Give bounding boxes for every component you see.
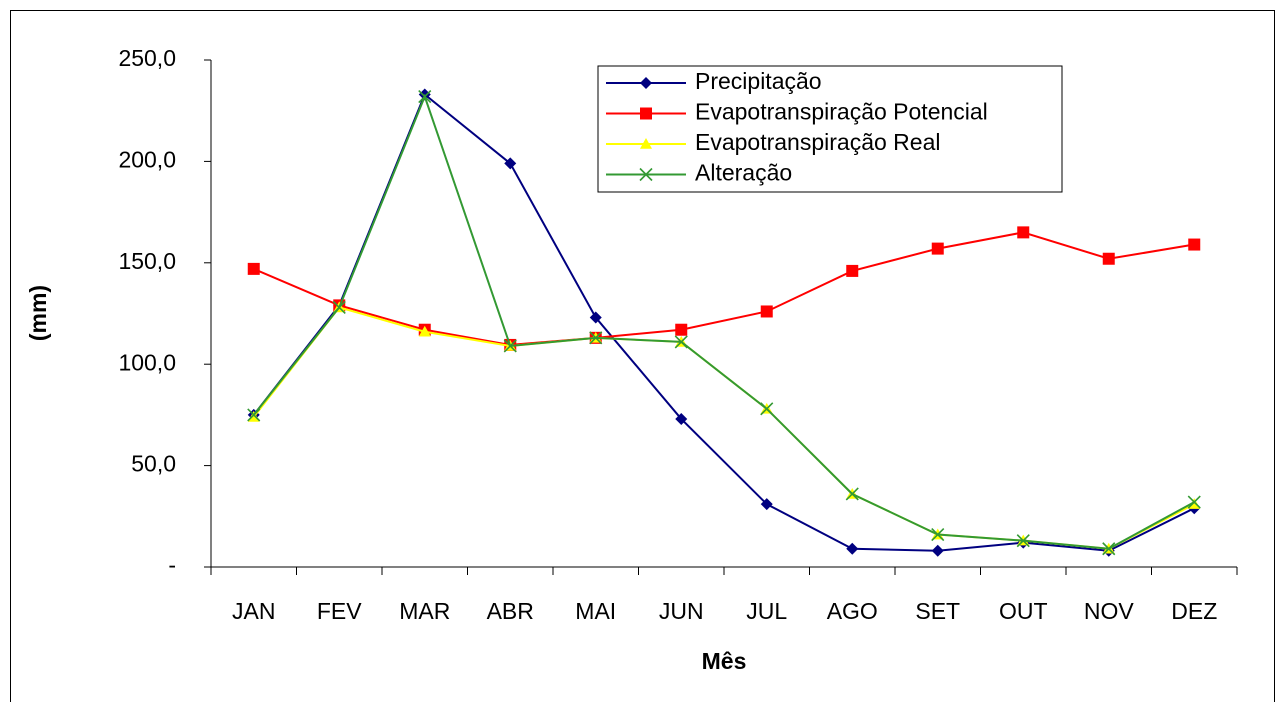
marker: [931, 527, 945, 542]
marker: [1017, 226, 1030, 239]
x-axis-title: Mês: [702, 648, 747, 674]
marker: [1102, 542, 1116, 556]
marker: [845, 487, 859, 501]
marker: [418, 325, 431, 337]
chart-frame: [10, 10, 1275, 702]
marker: [504, 157, 517, 170]
marker: [760, 305, 773, 318]
legend-label: Precipitação: [695, 68, 822, 94]
marker: [760, 498, 773, 511]
marker: [674, 335, 688, 349]
marker: [589, 331, 603, 345]
x-tick-label: JAN: [232, 598, 275, 624]
marker: [503, 339, 517, 353]
y-tick-label: 150,0: [118, 248, 176, 274]
y-axis-title: (mm): [25, 285, 51, 341]
series-line: [252, 306, 1195, 550]
marker: [1187, 495, 1201, 509]
marker: [589, 311, 602, 324]
y-tick-label: -: [168, 552, 176, 578]
series-line: [252, 93, 1195, 550]
x-tick-label: ABR: [487, 598, 534, 624]
x-tick-label: OUT: [999, 598, 1048, 624]
legend: Precipitação Evapotranspiração Potencial E…: [597, 65, 1063, 193]
y-tick-label: 50,0: [131, 451, 176, 477]
x-tick-label: MAR: [399, 598, 450, 624]
legend-label: Alteração: [695, 160, 792, 186]
marker: [247, 408, 261, 422]
marker: [639, 167, 653, 182]
marker: [247, 262, 260, 275]
marker: [846, 542, 859, 555]
marker: [640, 138, 652, 149]
legend-label: Evapotranspiração Real: [695, 129, 940, 155]
series-line: [253, 231, 1195, 346]
marker: [1016, 534, 1030, 548]
y-tick-label: 200,0: [118, 146, 176, 172]
marker: [846, 264, 859, 277]
x-tick-label: AGO: [827, 598, 878, 624]
x-tick-label: SET: [915, 598, 960, 624]
marker: [675, 323, 688, 336]
x-tick-label: JUL: [746, 598, 787, 624]
marker: [332, 300, 346, 314]
marker: [760, 402, 774, 416]
marker: [675, 412, 688, 425]
legend-label: Evapotranspiração Potencial: [695, 99, 988, 125]
y-tick-label: 250,0: [118, 45, 176, 71]
marker: [931, 544, 944, 557]
marker: [640, 77, 652, 89]
marker: [1188, 238, 1201, 251]
legend-box: [597, 65, 1063, 193]
x-tick-label: NOV: [1084, 598, 1135, 624]
x-tick-label: JUN: [659, 598, 704, 624]
x-tick-label: MAI: [575, 598, 616, 624]
x-tick-label: FEV: [317, 598, 362, 624]
y-tick-label: 100,0: [118, 349, 176, 375]
marker: [1102, 252, 1115, 265]
marker: [640, 107, 652, 120]
x-tick-label: DEZ: [1171, 598, 1217, 624]
marker: [418, 89, 432, 104]
marker: [931, 242, 944, 255]
